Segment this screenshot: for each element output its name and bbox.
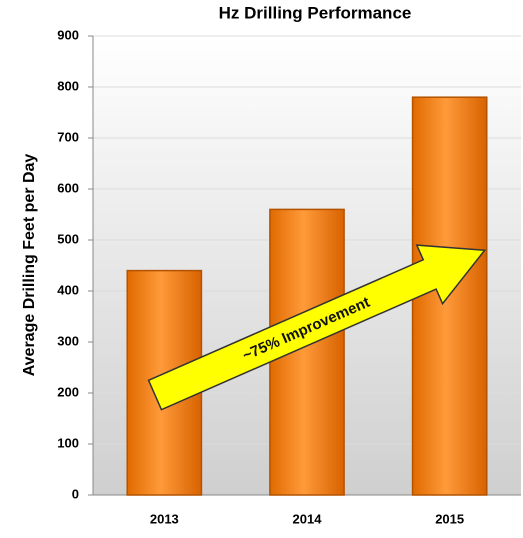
y-tick-label: 500 (57, 231, 79, 246)
bar (411, 96, 488, 496)
y-axis-label: Average Drilling Feet per Day (21, 154, 38, 377)
x-tick-label: 2013 (150, 511, 179, 526)
y-tick-label: 800 (57, 78, 79, 93)
y-tick-label: 300 (57, 333, 79, 348)
y-tick-label: 400 (57, 282, 79, 297)
y-tick-label: 100 (57, 435, 79, 450)
x-tick-label: 2014 (293, 511, 323, 526)
y-tick-label: 600 (57, 180, 79, 195)
y-tick-label: 200 (57, 384, 79, 399)
y-tick-label: 700 (57, 129, 79, 144)
y-tick-label: 0 (72, 486, 79, 501)
y-tick-label: 900 (57, 27, 79, 42)
x-tick-label: 2015 (435, 511, 464, 526)
chart-title: Hz Drilling Performance (219, 3, 412, 22)
